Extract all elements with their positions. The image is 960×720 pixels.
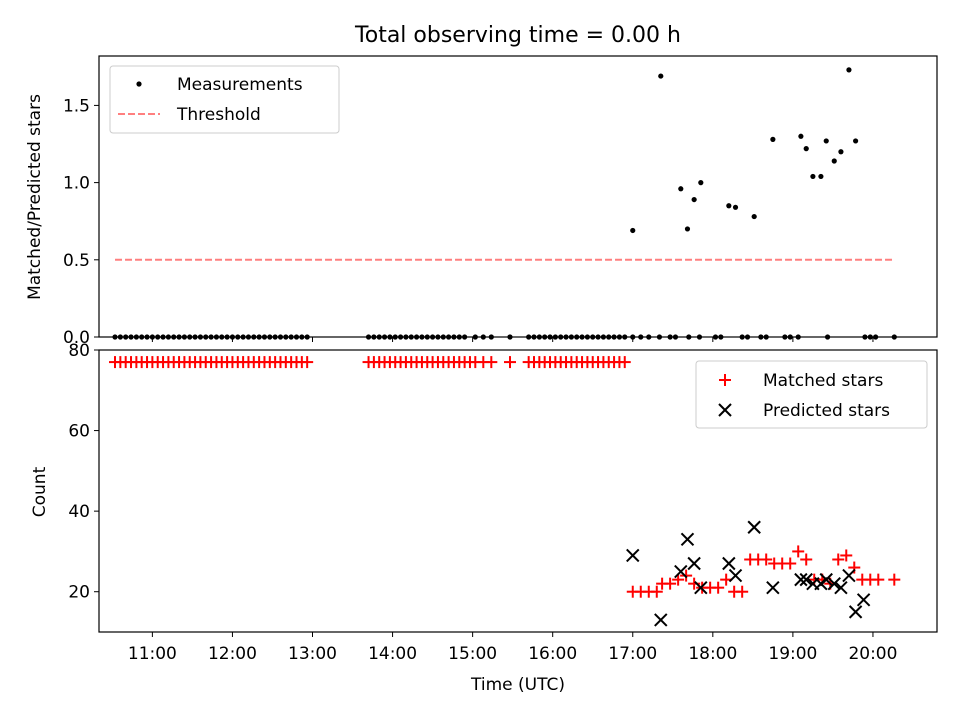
predicted-star-point — [827, 576, 841, 591]
predicted-star-point — [819, 572, 833, 587]
top-y-tick-label: 0.5 — [63, 251, 90, 271]
measurement-point — [846, 67, 852, 73]
legend-measurements-marker — [136, 81, 142, 87]
measurement-point — [630, 227, 636, 234]
top-y-tick-label: 0.0 — [63, 328, 90, 348]
measurement-point — [658, 73, 664, 79]
matched-star-point — [792, 545, 805, 558]
matched-star-point — [503, 356, 516, 369]
matched-star-point — [832, 553, 845, 566]
top-y-axis: 0.0 0.5 1.0 1.5 — [63, 96, 874, 348]
matched-star-point — [485, 356, 498, 369]
measurement-point — [803, 146, 809, 152]
top-panel: 0.0 0.5 1.0 1.5 Matched/Predicted stars Mea… — [25, 55, 938, 348]
legend-matched-marker — [719, 374, 731, 386]
measurement-point — [853, 138, 859, 144]
legend-threshold-label: Threshold — [176, 105, 261, 125]
top-axes-frame — [98, 55, 938, 338]
top-y-tick-label: 1.0 — [63, 174, 90, 194]
bottom-y-axis: 20 40 60 80 — [68, 341, 99, 603]
bottom-x-tick-label: 12:00 — [208, 644, 257, 664]
bottom-y-tick-label: 20 — [68, 583, 90, 603]
bottom-x-tick-label: 18:00 — [688, 644, 737, 664]
predicted-star-point — [674, 564, 688, 579]
matched-star-point — [712, 581, 725, 594]
matched-star-point — [650, 585, 663, 598]
measurement-point — [698, 180, 704, 186]
predicted-star-point — [799, 572, 813, 587]
measurement-point — [823, 138, 829, 144]
predicted-star-point — [747, 520, 761, 534]
bottom-y-tick-label: 40 — [68, 502, 90, 522]
top-legend: Measurements Threshold — [109, 65, 340, 134]
bottom-x-tick-label: 14:00 — [368, 644, 417, 664]
measurement-point — [751, 213, 757, 220]
matched-star-point — [784, 557, 797, 570]
predicted-star-point — [766, 580, 780, 595]
measurement-point — [770, 136, 776, 142]
matched-star-point — [618, 356, 631, 369]
matched-star-point — [760, 553, 773, 566]
matched-star-point — [301, 356, 314, 369]
legend-predicted-marker — [718, 403, 732, 417]
bottom-y-axis-label: Count — [30, 466, 50, 517]
top-y-tick-label: 1.5 — [63, 96, 90, 116]
predicted-star-point — [856, 593, 871, 607]
bottom-legend: Matched stars Predicted stars — [695, 360, 928, 429]
bottom-x-tick-label: 11:00 — [128, 644, 177, 664]
bottom-x-tick-label: 16:00 — [528, 644, 577, 664]
bottom-x-tick-label: 17:00 — [608, 644, 657, 664]
measurement-point — [810, 173, 816, 180]
top-legend-frame — [109, 65, 340, 134]
predicted-star-point — [626, 548, 640, 563]
matched-star-point — [840, 549, 853, 562]
legend-matched-label: Matched stars — [763, 371, 883, 391]
bottom-x-tick-label: 13:00 — [288, 644, 337, 664]
predicted-star-point — [694, 580, 708, 595]
predicted-star-point — [794, 572, 808, 587]
matched-star-point — [872, 573, 885, 586]
bottom-axes-frame — [98, 349, 938, 633]
measurement-point — [691, 196, 697, 203]
measurement-point — [684, 226, 691, 232]
bottom-x-tick-label: 19:00 — [768, 644, 817, 664]
matched-star-point — [664, 577, 677, 590]
matched-star-point — [888, 573, 901, 586]
bottom-y-tick-label: 60 — [68, 422, 90, 442]
bottom-y-tick-label: 80 — [68, 341, 90, 361]
predicted-star-point — [687, 556, 701, 571]
bottom-x-tick-label: 15:00 — [448, 644, 497, 664]
measurement-point — [732, 204, 739, 210]
legend-measurements-label: Measurements — [177, 75, 303, 95]
matched-star-point — [736, 585, 749, 598]
figure-title: Total observing time = 0.00 h — [354, 23, 681, 48]
bottom-data-layer — [109, 356, 901, 627]
predicted-star-point — [848, 605, 863, 619]
predicted-star-point — [680, 532, 695, 547]
measurement-point — [818, 173, 824, 180]
top-y-axis-label: Matched/Predicted stars — [25, 94, 45, 300]
bottom-x-tick-label: 20:00 — [848, 644, 897, 664]
predicted-star-point — [722, 556, 736, 571]
legend-predicted-label: Predicted stars — [763, 401, 890, 421]
predicted-star-point — [834, 580, 848, 595]
measurement-point — [838, 149, 844, 155]
measurement-point — [798, 133, 804, 139]
measurement-point — [678, 186, 684, 192]
predicted-star-point — [842, 568, 856, 583]
bottom-x-axis-label: Time (UTC) — [470, 675, 565, 695]
measurement-point — [831, 158, 837, 164]
measurement-point — [726, 203, 732, 209]
predicted-star-point — [728, 568, 743, 583]
bottom-legend-frame — [695, 360, 928, 429]
predicted-star-point — [654, 613, 668, 627]
bottom-x-axis: 11:00 12:00 13:00 14:00 15:00 16:00 17:00 18:00… — [128, 632, 897, 664]
matched-star-point — [800, 553, 813, 566]
